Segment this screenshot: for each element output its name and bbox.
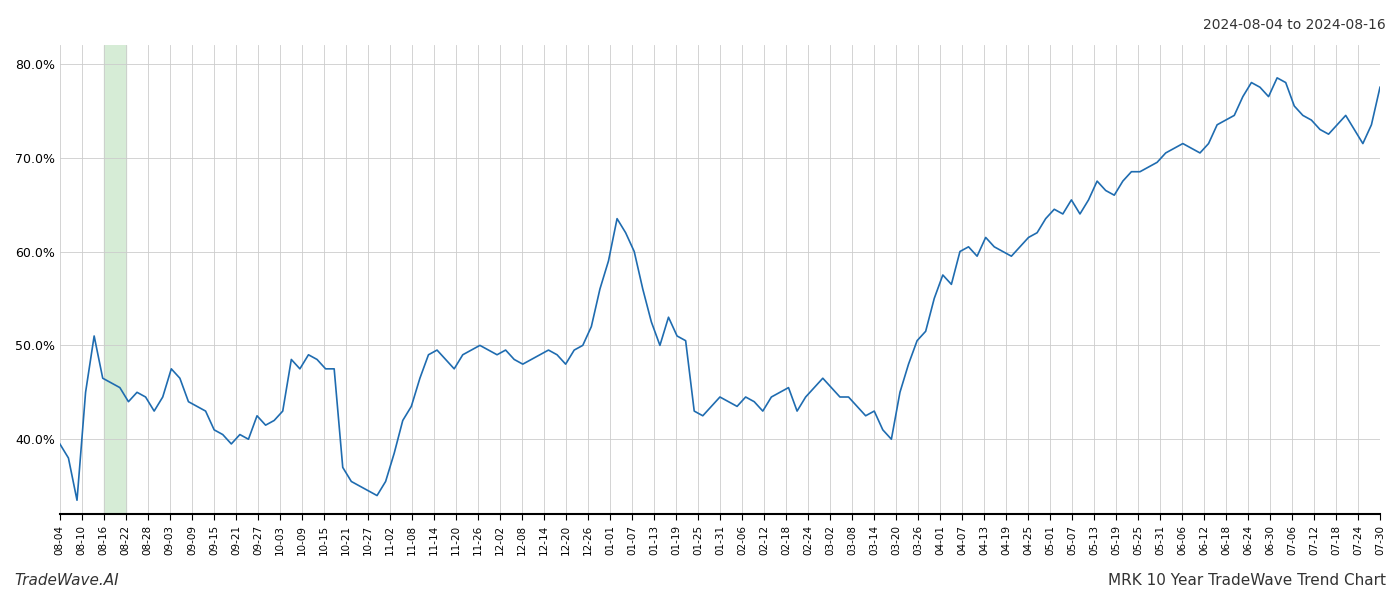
Text: MRK 10 Year TradeWave Trend Chart: MRK 10 Year TradeWave Trend Chart: [1107, 573, 1386, 588]
Text: TradeWave.AI: TradeWave.AI: [14, 573, 119, 588]
Bar: [104, 45, 126, 514]
Text: 2024-08-04 to 2024-08-16: 2024-08-04 to 2024-08-16: [1203, 18, 1386, 32]
